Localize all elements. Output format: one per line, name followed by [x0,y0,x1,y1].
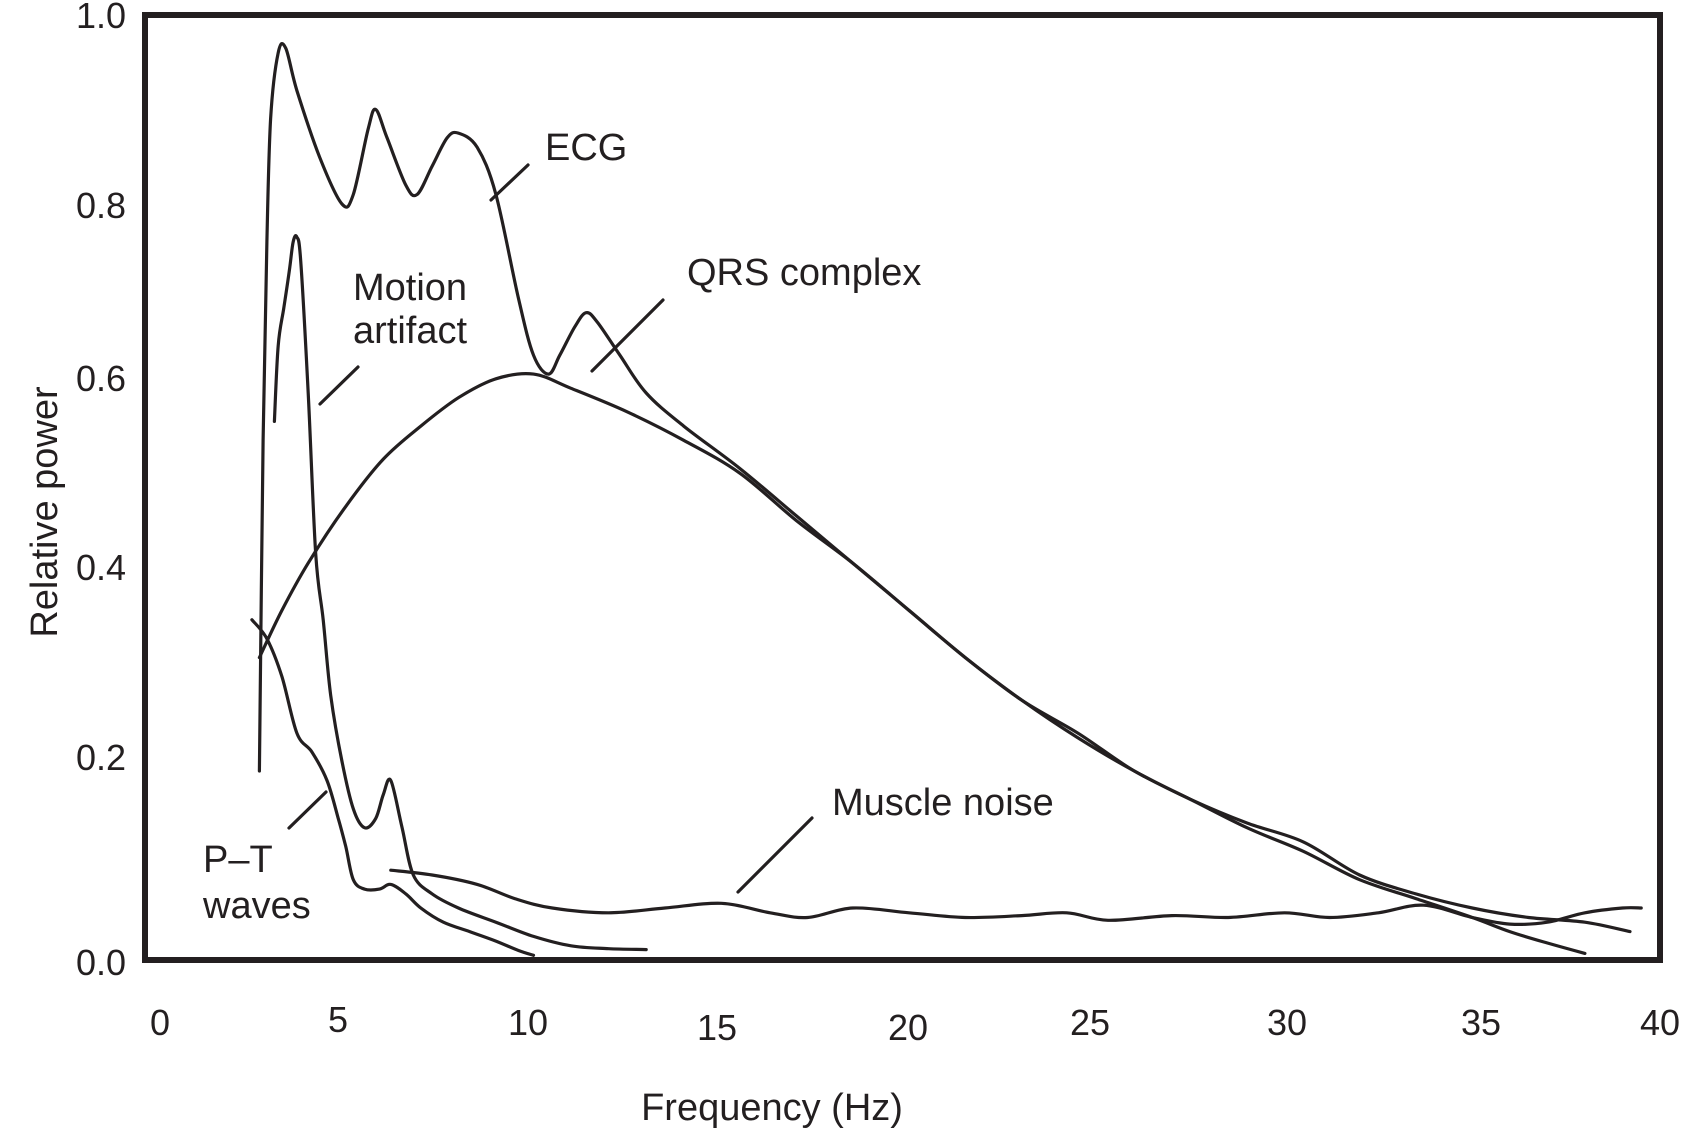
qrs-leader [590,298,665,373]
plot-frame [142,12,1663,963]
series-layer [250,42,1643,957]
motion-leader [318,365,360,406]
y-tick-label: 0.4 [76,547,126,588]
series-line-pt [250,618,536,957]
series-line-muscle [389,868,1643,927]
x-tick-labels: 0 5 10 15 20 25 30 35 40 [150,999,1680,1048]
series-line-qrs [257,372,1632,934]
y-tick-label: 0.8 [76,185,126,226]
motion-artifact-label-line2: artifact [353,310,467,352]
annotation-labels: ECG QRS complex Motion artifact P–T wave… [202,127,1054,927]
qrs-complex-label: QRS complex [687,252,921,294]
y-tick-label: 0.6 [76,358,126,399]
x-tick-label: 0 [150,1002,170,1043]
pt-leader [287,790,328,830]
muscle-noise-label: Muscle noise [832,782,1054,824]
y-tick-label: 0.2 [76,737,126,778]
motion-artifact-label-line1: Motion [353,267,467,309]
pt-waves-label-line1: P–T [203,839,273,881]
x-tick-label: 40 [1640,1002,1680,1043]
pt-waves-label-line2: waves [202,885,311,927]
x-tick-label: 10 [508,1002,548,1043]
y-tick-labels: 0.0 0.2 0.4 0.6 0.8 1.0 [76,0,126,983]
x-tick-label: 25 [1070,1002,1110,1043]
x-axis-title: Frequency (Hz) [641,1087,903,1129]
x-tick-label: 15 [697,1007,737,1048]
x-tick-label: 20 [888,1007,928,1048]
x-tick-label: 5 [328,999,348,1040]
x-tick-label: 30 [1267,1002,1307,1043]
ecg-label: ECG [545,127,627,169]
y-tick-label: 0.0 [76,942,126,983]
ecg-leader [489,163,530,202]
muscle-leader [736,816,814,894]
y-tick-label: 1.0 [76,0,126,36]
annotation-leaders [287,163,814,894]
x-tick-label: 35 [1461,1002,1501,1043]
series-line-motion [272,234,648,952]
y-axis-title: Relative power [24,386,66,638]
